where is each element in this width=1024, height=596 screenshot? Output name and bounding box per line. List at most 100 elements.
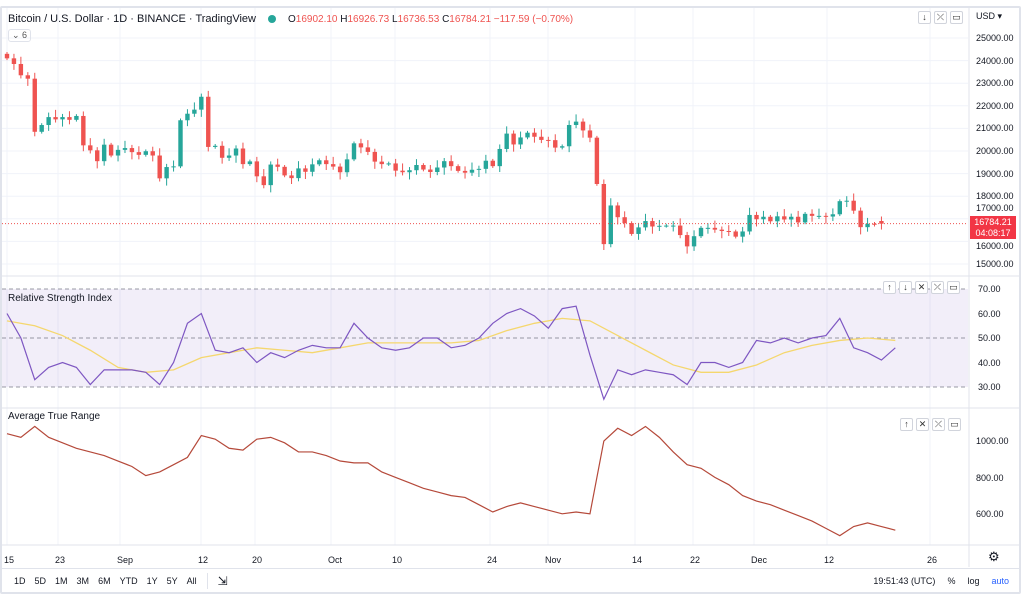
candle-body — [67, 117, 72, 120]
clock[interactable]: 19:51:43 (UTC) — [873, 576, 936, 586]
settings-gear-icon[interactable]: ⚙ — [988, 549, 1000, 564]
range-all[interactable]: All — [186, 576, 197, 586]
price-tick: 18000.00 — [976, 191, 1014, 202]
candle-body — [171, 166, 176, 168]
candle-body — [414, 165, 419, 171]
candle-body — [650, 221, 655, 227]
indicators-collapse-button[interactable]: ⌄ 6 — [8, 29, 32, 42]
candle-body — [691, 236, 697, 247]
candle-body — [657, 225, 662, 227]
candle-body — [115, 149, 121, 156]
range-5d[interactable]: 5D — [34, 576, 47, 586]
rsi-ma-line — [6, 317, 896, 373]
candle-body — [816, 215, 822, 217]
atr-tick: 1000.00 — [976, 436, 1009, 446]
rsi-title[interactable]: Relative Strength Index — [8, 293, 112, 304]
candle-body — [865, 223, 870, 228]
candle-body — [219, 145, 225, 158]
atr-title[interactable]: Average True Range — [8, 411, 101, 422]
candle-body — [400, 170, 405, 173]
move-up-icon[interactable]: ↑ — [883, 281, 896, 294]
goto-date-icon[interactable]: ⇲ — [217, 574, 228, 588]
maximize-pane-icon[interactable]: ▭ — [948, 418, 961, 431]
maximize-pane-icon[interactable]: ▭ — [947, 281, 960, 294]
price-tick: 21000.00 — [976, 123, 1014, 134]
candle-body — [761, 216, 766, 220]
symbol-legend: Bitcoin / U.S. Dollar · 1D · BINANCE · T… — [8, 13, 573, 25]
candle-body — [483, 160, 489, 169]
range-1m[interactable]: 1M — [55, 576, 68, 586]
candle-body — [261, 176, 266, 186]
rsi-tick: 30.00 — [978, 382, 1001, 392]
candle-body — [712, 227, 718, 230]
candle-body — [199, 96, 204, 110]
candle-body — [594, 137, 600, 184]
time-tick: Oct — [328, 555, 343, 565]
candle-body — [233, 148, 239, 156]
candle-body — [504, 133, 509, 149]
candle-body — [310, 164, 315, 172]
move-down-icon[interactable]: ↓ — [918, 11, 931, 24]
symbol-title[interactable]: Bitcoin / U.S. Dollar · 1D · BINANCE · T… — [8, 13, 256, 25]
rsi-tick: 40.00 — [978, 357, 1001, 368]
candle-body — [782, 216, 787, 220]
low-value: 16736.53 — [397, 13, 440, 25]
candle-body — [532, 132, 537, 137]
range-3m[interactable]: 3M — [76, 576, 90, 586]
percent-toggle[interactable]: % — [947, 576, 956, 586]
range-1d[interactable]: 1D — [14, 576, 26, 586]
range-5y[interactable]: 5Y — [166, 576, 178, 586]
market-status-icon — [267, 15, 276, 23]
time-tick: 12 — [824, 555, 835, 565]
collapse-pane-icon[interactable]: ⤫ — [932, 418, 945, 431]
range-1y[interactable]: 1Y — [146, 576, 158, 586]
candle-body — [407, 170, 412, 173]
candle-body — [539, 136, 544, 140]
range-6m[interactable]: 6M — [98, 576, 111, 586]
move-up-icon[interactable]: ↑ — [900, 418, 913, 431]
candle-body — [636, 227, 641, 234]
candle-body — [497, 148, 502, 167]
candle-body — [677, 225, 683, 236]
candle-body — [823, 215, 829, 217]
candle-body — [802, 213, 808, 223]
candle-body — [726, 231, 731, 233]
candle-body — [108, 144, 114, 156]
atr-line — [6, 425, 896, 537]
open-value: 16902.10 — [295, 13, 338, 25]
move-down-icon[interactable]: ↓ — [899, 281, 912, 294]
candle-body — [629, 223, 634, 234]
candle-body — [462, 170, 468, 173]
candle-body — [88, 145, 93, 151]
atr-tick: 600.00 — [976, 509, 1004, 519]
candle-body — [511, 133, 516, 145]
candle-body — [101, 144, 107, 162]
close-label: C — [442, 13, 450, 25]
candle-body — [844, 200, 849, 202]
candle-body — [754, 214, 759, 220]
collapse-pane-icon[interactable]: ⤫ — [934, 11, 947, 24]
candle-body — [428, 169, 433, 173]
close-pane-icon[interactable]: ✕ — [915, 281, 928, 294]
candle-body — [421, 165, 426, 170]
candle-body — [386, 163, 391, 165]
candle-body — [573, 121, 579, 126]
auto-scale-toggle[interactable]: auto — [991, 576, 1009, 586]
close-value: 16784.21 — [449, 13, 492, 25]
collapse-pane-icon[interactable]: ⤫ — [931, 281, 944, 294]
currency-dropdown[interactable]: USD ▾ — [976, 11, 1003, 21]
price-tick: 20000.00 — [976, 146, 1014, 156]
candle-body — [671, 225, 676, 227]
candle-body — [587, 130, 593, 138]
range-ytd[interactable]: YTD — [119, 576, 138, 586]
close-pane-icon[interactable]: ✕ — [916, 418, 929, 431]
log-toggle[interactable]: log — [967, 576, 980, 586]
candle-body — [330, 164, 336, 167]
candle-body — [39, 125, 44, 132]
candle-body — [795, 216, 801, 223]
candle-body — [129, 148, 135, 153]
open-label: O — [287, 13, 296, 25]
maximize-pane-icon[interactable]: ▭ — [950, 11, 963, 24]
rsi-tick: 60.00 — [978, 308, 1001, 319]
